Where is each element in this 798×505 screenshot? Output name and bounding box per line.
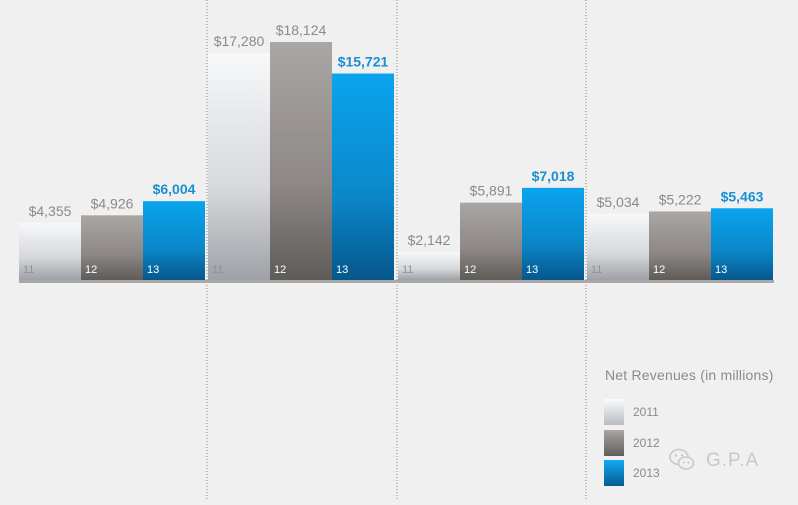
bar-value-label: $5,222 xyxy=(659,191,702,207)
legend-title: Net Revenues (in millions) xyxy=(605,367,774,383)
bar-2011 xyxy=(398,251,460,280)
bar-2012 xyxy=(270,42,332,280)
bar-category-label: 11 xyxy=(23,264,34,276)
bar-2011 xyxy=(208,53,270,280)
bar-value-label: $17,280 xyxy=(214,33,265,49)
bar-2012 xyxy=(649,211,711,280)
legend-swatch xyxy=(604,460,624,486)
bar-2013 xyxy=(332,73,394,280)
bar-value-label: $4,926 xyxy=(91,195,134,211)
bar-category-label: 11 xyxy=(591,264,602,276)
bar-2011 xyxy=(19,222,81,280)
legend-swatch xyxy=(604,430,624,456)
legend-swatch xyxy=(604,399,624,425)
legend-label: 2012 xyxy=(633,436,660,450)
bar-2011 xyxy=(587,213,649,280)
bars-layer: $4,355 11 $4,926 12 $6,004 13 $17,280 11 $18,124… xyxy=(19,22,773,280)
bar-2013 xyxy=(143,201,205,280)
bar-value-label: $5,891 xyxy=(470,183,513,199)
bar-category-label: 11 xyxy=(212,264,223,276)
bar-category-label: 13 xyxy=(147,264,159,276)
bar-value-label: $2,142 xyxy=(408,232,451,248)
legend-label: 2011 xyxy=(633,405,659,419)
bar-value-label: $6,004 xyxy=(153,181,196,197)
bar-value-label: $5,034 xyxy=(597,194,640,210)
watermark-text: G.P.A xyxy=(706,450,760,471)
bar-category-label: 12 xyxy=(464,264,476,276)
bar-2012 xyxy=(460,202,522,280)
bar-category-label: 13 xyxy=(336,264,348,276)
bar-value-label: $15,721 xyxy=(338,54,389,70)
legend-label: 2013 xyxy=(633,466,660,480)
bar-category-label: 12 xyxy=(653,264,665,276)
bar-category-label: 11 xyxy=(402,264,413,276)
bar-category-label: 13 xyxy=(526,264,538,276)
bar-category-label: 12 xyxy=(85,264,97,276)
bar-2012 xyxy=(81,215,143,280)
bar-2013 xyxy=(522,187,584,280)
bar-category-label: 12 xyxy=(274,264,286,276)
group-dividers xyxy=(206,0,587,500)
bar-value-label: $5,463 xyxy=(721,188,764,204)
bar-value-label: $4,355 xyxy=(29,203,72,219)
bar-value-label: $18,124 xyxy=(276,22,327,38)
bar-value-label: $7,018 xyxy=(532,168,575,184)
bar-2013 xyxy=(711,208,773,280)
wechat-icon xyxy=(669,448,695,470)
bar-category-label: 13 xyxy=(715,264,727,276)
